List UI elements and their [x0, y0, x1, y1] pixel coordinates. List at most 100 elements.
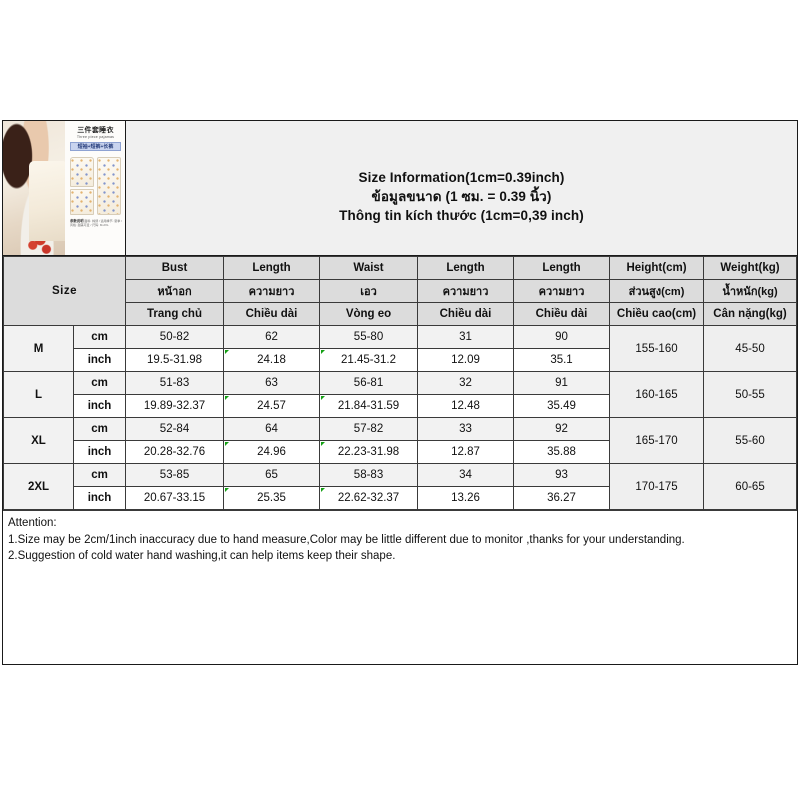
header-length3-vi: Chiều dài — [513, 302, 611, 326]
unit-inch-m: inch — [72, 348, 127, 372]
2xl-cm-waist: 58-83 — [319, 463, 419, 487]
l-cm-length3: 91 — [513, 371, 611, 395]
size-table-head: Size Bust Length Waist Length Length Hei… — [2, 256, 798, 326]
l-weight: 50-55 — [703, 371, 798, 418]
unit-cm-m: cm — [72, 325, 127, 349]
header-length2-en: Length — [417, 256, 515, 280]
l-inch-bust: 19.89-32.37 — [125, 394, 225, 418]
attention-heading: Attention: — [8, 517, 57, 529]
xl-height: 165-170 — [609, 417, 705, 464]
m-height: 155-160 — [609, 325, 705, 372]
product-title-en: Three piece pajamas — [76, 135, 115, 139]
size-label-m: M — [3, 325, 74, 372]
header-length3-th: ความยาว — [513, 279, 611, 303]
m-cm-bust: 50-82 — [125, 325, 225, 349]
header-height-th: ส่วนสูง(cm) — [609, 279, 705, 303]
xl-cm-length2: 33 — [417, 417, 515, 441]
2xl-inch-bust: 20.67-33.15 — [125, 486, 225, 510]
xl-inch-length1: 24.96 — [223, 440, 321, 464]
size-table-body: M cm 50-82 62 55-80 31 90 155-160 45-50 … — [3, 325, 798, 510]
l-inch-waist: 21.84-31.59 — [319, 394, 419, 418]
product-fine-print-text: 面料: 棉绸 / 适用季节: 夏季 / 风格: 甜美可爱 / 尺码: M-2XL — [70, 219, 122, 227]
table-row: L cm 51-83 63 56-81 32 91 160-165 50-55 — [3, 371, 798, 418]
garment-pants-icon — [97, 157, 121, 215]
unit-inch-l: inch — [72, 394, 127, 418]
header-weight-vi: Cân nặng(kg) — [703, 302, 798, 326]
size-label-xl: XL — [3, 417, 74, 464]
l-cm-waist: 56-81 — [319, 371, 419, 395]
m-inch-length2: 12.09 — [417, 348, 515, 372]
2xl-inch-length3: 36.27 — [513, 486, 611, 510]
xl-inch-bust: 20.28-32.76 — [125, 440, 225, 464]
size-table: Size Bust Length Waist Length Length Hei… — [2, 256, 798, 510]
title-line-en: Size Information(1cm=0.39inch) — [358, 169, 565, 185]
unit-inch-xl: inch — [72, 440, 127, 464]
size-chart-frame: 三件套睡衣 Three piece pajamas 短袖+短裤+长裤 参数说明 … — [2, 120, 798, 665]
product-fine-print-label: 参数说明 — [70, 219, 84, 223]
2xl-inch-length2: 13.26 — [417, 486, 515, 510]
unit-cm-xl: cm — [72, 417, 127, 441]
size-column-header: Size — [2, 256, 127, 326]
xl-cm-bust: 52-84 — [125, 417, 225, 441]
garment-top-icon — [70, 157, 94, 187]
m-cm-waist: 55-80 — [319, 325, 419, 349]
attention-block: Attention: 1.Size may be 2cm/1inch inacc… — [3, 510, 797, 626]
header-bust-vi: Trang chủ — [125, 302, 225, 326]
m-inch-bust: 19.5-31.98 — [125, 348, 225, 372]
header-length2-th: ความยาว — [417, 279, 515, 303]
header-length1-th: ความยาว — [223, 279, 321, 303]
table-row: XL cm 52-84 64 57-82 33 92 165-170 55-60 — [3, 417, 798, 464]
unit-cm-l: cm — [72, 371, 127, 395]
top-band: 三件套睡衣 Three piece pajamas 短袖+短裤+长裤 参数说明 … — [3, 121, 797, 256]
title-line-vi: Thông tin kích thước (1cm=0,39 inch) — [339, 207, 584, 223]
header-waist-vi: Vòng eo — [319, 302, 419, 326]
2xl-weight: 60-65 — [703, 463, 798, 510]
product-badge: 短袖+短裤+长裤 — [70, 142, 121, 151]
2xl-inch-waist: 22.62-32.37 — [319, 486, 419, 510]
title-line-th: ข้อมูลขนาด (1 ซม. = 0.39 นิ้ว) — [371, 188, 552, 204]
xl-weight: 55-60 — [703, 417, 798, 464]
l-height: 160-165 — [609, 371, 705, 418]
2xl-cm-length3: 93 — [513, 463, 611, 487]
table-row: inch 19.89-32.37 24.57 21.84-31.59 12.48… — [4, 394, 797, 418]
header-waist-en: Waist — [319, 256, 419, 280]
header-length1-en: Length — [223, 256, 321, 280]
header-length2-vi: Chiều dài — [417, 302, 515, 326]
header-row-th: หน้าอก ความยาว เอว ความยาว ความยาว ส่วนส… — [4, 279, 798, 303]
table-row: M cm 50-82 62 55-80 31 90 155-160 45-50 — [3, 325, 798, 372]
product-title-cn: 三件套睡衣 — [77, 127, 114, 134]
l-cm-bust: 51-83 — [125, 371, 225, 395]
xl-inch-length3: 35.88 — [513, 440, 611, 464]
header-waist-th: เอว — [319, 279, 419, 303]
xl-cm-length1: 64 — [223, 417, 321, 441]
l-cm-length2: 32 — [417, 371, 515, 395]
attention-note-2: 2.Suggestion of cold water hand washing,… — [8, 550, 396, 562]
table-row: inch 19.5-31.98 24.18 21.45-31.2 12.09 3… — [4, 348, 797, 372]
l-inch-length3: 35.49 — [513, 394, 611, 418]
2xl-cm-bust: 53-85 — [125, 463, 225, 487]
m-inch-waist: 21.45-31.2 — [319, 348, 419, 372]
m-cm-length2: 31 — [417, 325, 515, 349]
header-row-en: Size Bust Length Waist Length Length Hei… — [2, 256, 798, 326]
header-weight-en: Weight(kg) — [703, 256, 798, 280]
product-flatlay-panel: 三件套睡衣 Three piece pajamas 短袖+短裤+长裤 参数说明 … — [65, 121, 125, 255]
product-fine-print: 参数说明 面料: 棉绸 / 适用季节: 夏季 / 风格: 甜美可爱 / 尺码: … — [70, 219, 124, 227]
m-weight: 45-50 — [703, 325, 798, 372]
garment-shorts-icon — [70, 189, 94, 215]
xl-inch-waist: 22.23-31.98 — [319, 440, 419, 464]
title-block: Size Information(1cm=0.39inch) ข้อมูลขนา… — [126, 121, 797, 255]
m-inch-length3: 35.1 — [513, 348, 611, 372]
product-thumbnail: 三件套睡衣 Three piece pajamas 短袖+短裤+长裤 参数说明 … — [3, 121, 126, 255]
model-photo — [3, 121, 65, 255]
2xl-cm-length1: 65 — [223, 463, 321, 487]
2xl-cm-length2: 34 — [417, 463, 515, 487]
l-cm-length1: 63 — [223, 371, 321, 395]
header-bust-en: Bust — [125, 256, 225, 280]
table-row: inch 20.67-33.15 25.35 22.62-32.37 13.26… — [4, 486, 797, 510]
header-length3-en: Length — [513, 256, 611, 280]
unit-inch-2xl: inch — [72, 486, 127, 510]
attention-note-1: 1.Size may be 2cm/1inch inaccuracy due t… — [8, 533, 685, 546]
xl-inch-length2: 12.87 — [417, 440, 515, 464]
m-cm-length3: 90 — [513, 325, 611, 349]
